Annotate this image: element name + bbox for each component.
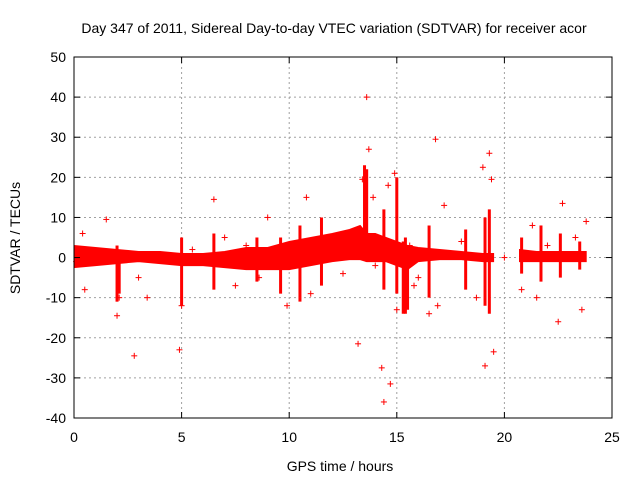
y-tick-label: 40 <box>50 89 66 105</box>
data-point <box>406 242 413 249</box>
data-point <box>176 346 183 353</box>
data-point <box>210 196 217 203</box>
data-point <box>473 294 480 301</box>
data-point <box>340 270 346 277</box>
data-point <box>189 246 196 253</box>
data-point <box>458 238 465 245</box>
data-point <box>243 242 250 249</box>
data-point <box>441 202 448 209</box>
data-point <box>583 218 590 225</box>
data-points <box>73 94 590 405</box>
data-point <box>393 306 400 313</box>
data-point <box>114 312 121 319</box>
axis-ticks: 0 5 10 15 20 25 -40 -30 -20 -10 0 10 20 30 40 50 <box>46 49 620 445</box>
data-point <box>292 262 299 269</box>
data-point <box>178 302 185 309</box>
data-point <box>533 294 540 301</box>
data-point <box>479 164 486 171</box>
y-tick-label: -30 <box>46 370 66 386</box>
data-point <box>81 286 88 293</box>
y-tick-label: 30 <box>50 129 66 145</box>
data-point <box>221 234 228 241</box>
x-tick-label: 25 <box>604 429 620 445</box>
x-axis-label: GPS time / hours <box>287 458 394 474</box>
data-point <box>79 230 86 237</box>
data-point <box>103 216 110 223</box>
data-point <box>135 274 142 281</box>
data-point <box>501 254 508 261</box>
data-point <box>559 200 566 207</box>
plot-frame <box>73 56 613 419</box>
data-point <box>490 348 497 355</box>
data-point <box>284 302 291 309</box>
data-point <box>307 290 314 297</box>
data-point <box>232 282 239 289</box>
y-tick-label: -20 <box>46 330 66 346</box>
data-point <box>363 94 370 101</box>
x-tick-label: 15 <box>389 429 405 445</box>
chart-title: Day 347 of 2011, Sidereal Day-to-day VTE… <box>81 20 587 36</box>
x-tick-label: 20 <box>497 429 513 445</box>
data-point <box>385 182 392 189</box>
data-point <box>256 274 263 281</box>
data-point <box>264 214 271 221</box>
data-point <box>578 306 585 313</box>
y-tick-label: 50 <box>50 49 66 65</box>
dense-band-segment-1 <box>73 224 495 271</box>
data-point <box>329 234 336 241</box>
data-point <box>432 136 439 143</box>
x-tick-label: 0 <box>70 429 78 445</box>
data-point <box>365 146 372 153</box>
data-point <box>544 242 551 249</box>
data-point <box>415 274 422 281</box>
data-point <box>77 246 84 253</box>
data-point <box>486 150 493 157</box>
data-point <box>372 262 379 269</box>
y-tick-label: -10 <box>46 290 66 306</box>
data-point <box>482 362 489 369</box>
y-tick-label: 20 <box>50 169 66 185</box>
data-point <box>370 194 377 201</box>
data-point <box>411 282 418 289</box>
x-tick-label: 5 <box>178 429 186 445</box>
x-tick-label: 10 <box>281 429 297 445</box>
data-point <box>286 242 293 249</box>
data-point <box>402 246 409 253</box>
data-point <box>426 310 433 317</box>
data-point <box>387 380 394 387</box>
data-point <box>434 302 441 309</box>
data-point <box>555 318 562 325</box>
data-point <box>529 222 536 229</box>
data-point <box>144 294 151 301</box>
y-tick-label: 10 <box>50 209 66 225</box>
data-point <box>359 176 366 183</box>
data-point <box>116 294 123 301</box>
data-point <box>303 194 310 201</box>
y-tick-label: 0 <box>58 250 66 266</box>
y-axis-label: SDTVAR / TECUs <box>7 182 23 294</box>
data-point <box>355 340 362 347</box>
data-point <box>378 364 385 371</box>
data-point <box>350 242 357 249</box>
y-tick-label: -40 <box>46 410 66 426</box>
data-point <box>391 170 398 177</box>
data-point <box>380 398 387 405</box>
data-point <box>572 234 579 241</box>
data-point <box>488 176 495 183</box>
data-point <box>518 286 525 293</box>
dense-band-segment-2 <box>519 248 587 263</box>
data-point <box>131 352 138 359</box>
